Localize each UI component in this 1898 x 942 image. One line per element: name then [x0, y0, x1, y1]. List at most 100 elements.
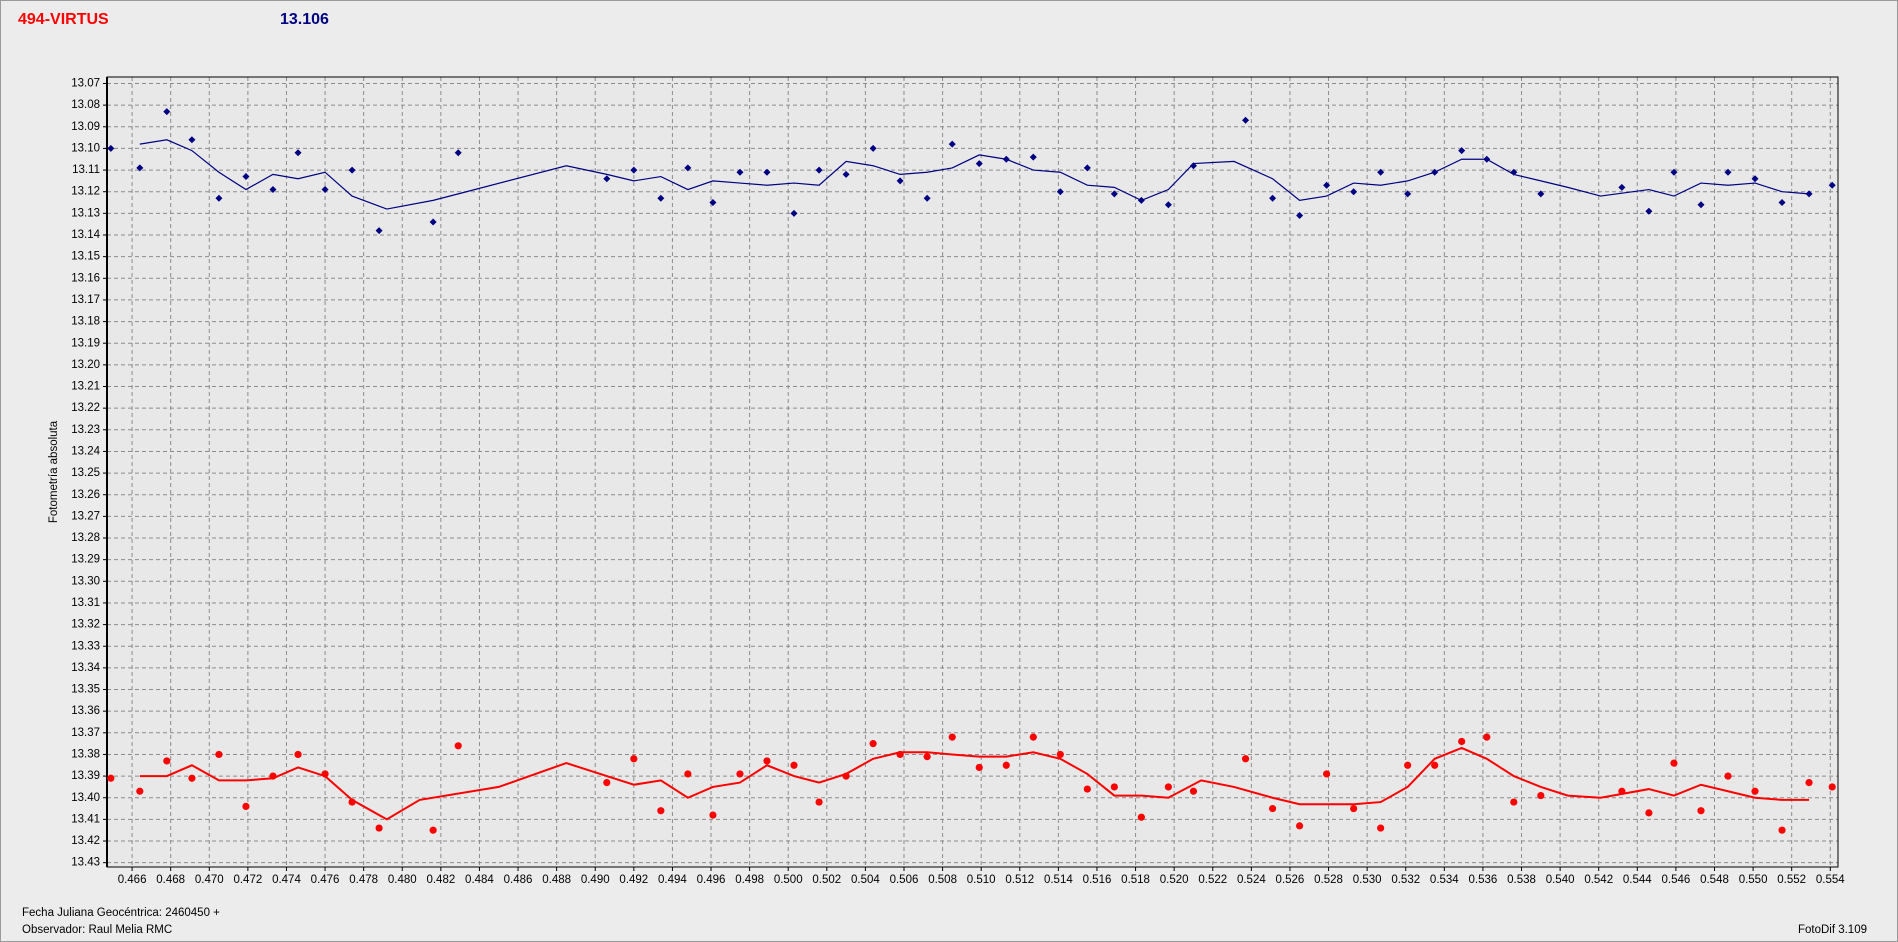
data-point	[1805, 778, 1813, 787]
data-point	[1404, 761, 1412, 769]
data-point	[375, 824, 383, 832]
data-point	[1751, 787, 1759, 795]
y-tick-label: 13.41	[71, 813, 100, 825]
y-tick-label: 13.21	[71, 381, 100, 393]
x-tick-label: 0.472	[233, 874, 262, 886]
data-point	[1670, 759, 1678, 767]
data-point	[1828, 783, 1836, 791]
data-point	[269, 186, 277, 194]
x-tick-label: 0.550	[1739, 874, 1768, 886]
data-point	[1697, 201, 1705, 209]
data-point	[1241, 755, 1250, 763]
y-tick-label: 13.07	[71, 78, 100, 90]
y-tick-label: 13.14	[71, 229, 100, 241]
data-point	[975, 160, 983, 168]
data-point	[1724, 168, 1732, 176]
y-tick-label: 13.27	[71, 510, 100, 522]
data-point	[603, 175, 611, 183]
data-point	[790, 761, 798, 769]
x-tick-label: 0.490	[581, 874, 610, 886]
x-tick-label: 0.480	[388, 874, 417, 886]
x-tick-label: 0.470	[195, 874, 224, 886]
data-point	[1458, 147, 1466, 155]
y-tick-label: 13.36	[71, 705, 100, 717]
data-point	[1377, 824, 1385, 832]
data-point	[321, 186, 329, 194]
data-point	[1056, 750, 1064, 759]
x-tick-label: 0.518	[1121, 874, 1150, 886]
data-point	[1137, 813, 1145, 821]
data-point	[736, 770, 744, 778]
data-point	[736, 168, 744, 176]
data-point	[375, 227, 383, 235]
y-tick-label: 13.25	[71, 467, 100, 479]
data-point	[896, 177, 904, 185]
x-tick-label: 0.544	[1623, 874, 1652, 886]
data-point	[1645, 809, 1653, 817]
x-tick-label: 0.468	[156, 874, 185, 886]
data-point	[1537, 190, 1545, 198]
data-point	[630, 755, 638, 763]
data-point	[188, 136, 196, 144]
data-point	[1510, 798, 1518, 806]
y-tick-label: 13.29	[71, 554, 100, 566]
data-point	[215, 194, 223, 202]
x-tick-label: 0.542	[1584, 874, 1613, 886]
data-point	[975, 763, 983, 772]
x-tick-label: 0.474	[272, 874, 301, 886]
data-point	[1483, 733, 1491, 741]
x-tick-label: 0.504	[851, 874, 880, 886]
data-point	[454, 149, 462, 157]
data-point	[657, 194, 665, 202]
x-tick-label: 0.532	[1391, 874, 1420, 886]
x-tick-label: 0.476	[311, 874, 340, 886]
x-tick-label: 0.486	[504, 874, 533, 886]
data-point	[657, 807, 665, 815]
y-tick-label: 13.38	[71, 748, 100, 760]
x-tick-label: 0.488	[542, 874, 571, 886]
y-tick-label: 13.20	[71, 359, 100, 371]
footer-date: Fecha Juliana Geocéntrica: 2460450 +	[22, 907, 220, 919]
x-tick-label: 0.510	[967, 874, 996, 886]
x-tick-label: 0.530	[1353, 874, 1382, 886]
data-point	[815, 798, 823, 806]
x-tick-label: 0.492	[619, 874, 648, 886]
data-point	[1295, 822, 1304, 830]
y-tick-label: 13.30	[71, 575, 100, 587]
y-tick-label: 13.26	[71, 489, 100, 501]
y-tick-label: 13.11	[72, 164, 100, 176]
data-point	[684, 164, 692, 172]
x-tick-label: 0.546	[1662, 874, 1691, 886]
x-tick-label: 0.548	[1700, 874, 1729, 886]
trend-line	[139, 746, 1810, 821]
x-tick-label: 0.524	[1237, 874, 1266, 886]
data-point	[429, 826, 437, 834]
x-tick-label: 0.554	[1816, 874, 1845, 886]
y-tick-label: 13.24	[71, 445, 100, 457]
y-tick-label: 13.10	[71, 142, 100, 154]
y-axis-label: Fotometría absoluta	[48, 420, 60, 523]
chart-title: 494-VIRTUS	[18, 11, 109, 28]
data-point	[136, 787, 144, 795]
data-point	[1828, 181, 1836, 189]
x-tick-label: 0.534	[1430, 874, 1459, 886]
data-point	[709, 811, 717, 819]
data-point	[107, 144, 115, 152]
data-point	[1083, 164, 1091, 172]
data-point	[1110, 783, 1118, 791]
y-tick-label: 13.13	[71, 207, 100, 219]
x-tick-label: 0.466	[118, 874, 147, 886]
x-tick-label: 0.536	[1469, 874, 1498, 886]
data-point	[790, 209, 798, 217]
y-tick-label: 13.40	[71, 792, 100, 804]
data-point	[242, 802, 250, 810]
x-tick-label: 0.514	[1044, 874, 1073, 886]
x-tick-label: 0.496	[697, 874, 726, 886]
data-point	[1164, 783, 1172, 791]
data-point	[1778, 199, 1786, 207]
y-tick-label: 13.08	[71, 99, 100, 111]
data-point	[188, 774, 196, 782]
data-point	[1350, 804, 1358, 813]
y-tick-label: 13.23	[71, 424, 100, 436]
y-tick-label: 13.43	[71, 857, 100, 869]
